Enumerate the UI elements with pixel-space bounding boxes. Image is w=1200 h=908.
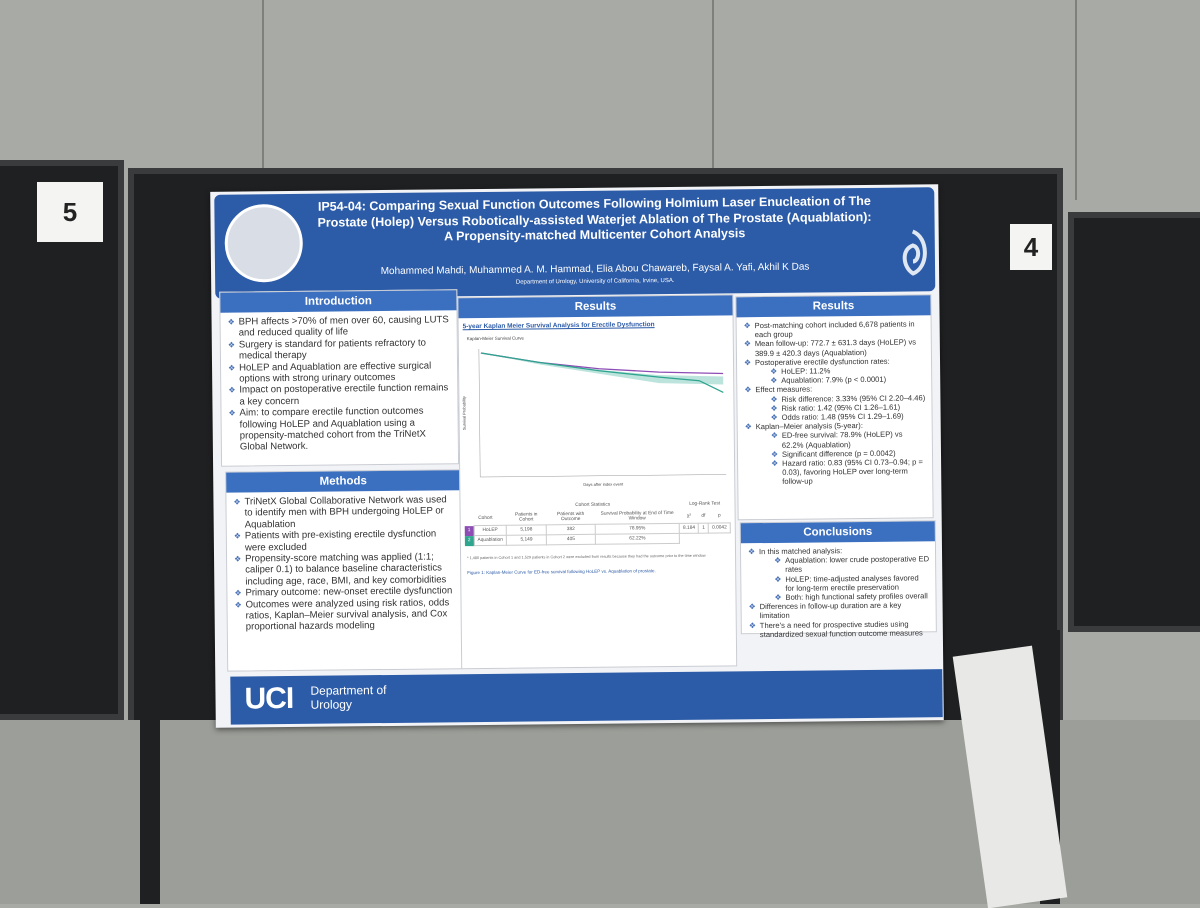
sub-list: Risk difference: 3.33% (95% CI 2.20–4.46… — [755, 393, 925, 422]
bullet: Patients with pre-existing erectile dysf… — [245, 529, 455, 554]
uci-logo: UCI — [244, 681, 294, 716]
column-header: Patients in Cohort — [515, 512, 538, 523]
table-cell: Aquablation — [473, 535, 507, 546]
bullet-text: Differences in follow-up duration are a … — [759, 600, 902, 621]
table-cell: HoLEP — [473, 525, 507, 536]
table-cell: 1 — [698, 523, 709, 534]
figure-caption: Figure 1: Kaplan-Meier Curve for ED-free… — [467, 568, 656, 576]
cohort-table: Cohort Statistics Log-Rank Test Cohort Pati… — [464, 499, 731, 546]
bullet: Post-matching cohort included 6,678 pati… — [755, 319, 925, 339]
board — [1068, 212, 1200, 632]
table-cell: 2 — [464, 535, 475, 546]
poster: IP54-04: Comparing Sexual Function Outco… — [210, 184, 944, 728]
bullet: Differences in follow-up duration are a … — [760, 601, 930, 621]
column-header: df — [701, 513, 706, 519]
bullet: Kaplan–Meier analysis (5-year):ED-free s… — [756, 421, 927, 487]
wall-seam — [262, 0, 264, 200]
bullet: There's a need for prospective studies u… — [760, 619, 930, 639]
column-header: Survival Probability at End of Time Wind… — [600, 510, 674, 522]
bullet: BPH affects >70% of men over 60, causing… — [239, 314, 451, 339]
poster-footer: UCI Department of Urology — [230, 669, 943, 725]
table-row: 2 Aquablation 5,149 405 62.22% — [464, 533, 731, 546]
department: Department of Urology — [310, 683, 387, 712]
university-seal — [224, 203, 304, 283]
section-heading: Introduction — [220, 290, 457, 313]
bullet-text: Mean follow-up: 772.7 ± 631.3 days (HoLE… — [754, 337, 917, 358]
wall-seam — [712, 0, 714, 200]
column-header: Patients with Outcome — [557, 511, 585, 523]
table-cell: 1 — [464, 525, 474, 536]
bullet: Aim: to compare erectile function outcom… — [239, 406, 451, 454]
sub-list: ED-free survival: 78.9% (HoLEP) vs 62.2%… — [756, 430, 927, 487]
board-leg — [140, 720, 160, 904]
bullet-text: Effect measures: — [755, 384, 813, 395]
axis — [480, 474, 727, 478]
shell-icon — [902, 229, 927, 276]
section-heading: Methods — [226, 470, 461, 493]
section-heading: Results — [736, 295, 931, 318]
x-axis-label: Days after index event — [583, 482, 624, 487]
sub-list: HoLEP: 11.2%Aquablation: 7.9% (p < 0.000… — [755, 365, 925, 385]
bullet-list: BPH affects >70% of men over 60, causing… — [220, 310, 457, 453]
survival-curve — [480, 352, 724, 394]
bullet-list: TriNetX Global Collaborative Network was… — [226, 490, 461, 633]
bullet: Propensity-score matching was applied (1… — [245, 551, 455, 588]
figure-panel: Results 5-year Kaplan Meier Survival Ana… — [457, 294, 738, 670]
sub-bullet: Hazard ratio: 0.83 (95% CI 0.73–0.94; p … — [782, 457, 926, 486]
board — [0, 160, 124, 720]
bullet: Postoperative erectile dysfunction rates… — [755, 356, 925, 386]
bullet: In this matched analysis:Aquablation: lo… — [759, 545, 930, 602]
results-panel: Results Post-matching cohort included 6,… — [735, 294, 934, 521]
authors: Mohammed Mahdi, Muhammed A. M. Hammad, E… — [380, 261, 810, 278]
bullet: HoLEP and Aquablation are effective surg… — [239, 360, 451, 385]
sub-bullet: Aquablation: lower crude postoperative E… — [785, 555, 929, 575]
board-number: 4 — [1010, 224, 1052, 270]
wall-seam — [1075, 0, 1077, 200]
section-heading: Conclusions — [740, 521, 935, 544]
table-cell: 405 — [546, 534, 596, 545]
column-header: p — [717, 512, 721, 519]
axis — [478, 349, 481, 478]
bullet: Mean follow-up: 772.7 ± 631.3 days (HoLE… — [755, 338, 925, 358]
y-axis-label: Survival Probability — [461, 396, 466, 430]
km-plot: Survival Probability Days after index ev… — [461, 349, 727, 487]
poster-header: IP54-04: Comparing Sexual Function Outco… — [214, 187, 936, 299]
bullet: Surgery is standard for patients refract… — [239, 337, 451, 362]
bullet-text: There's a need for prospective studies u… — [759, 619, 923, 639]
spacer — [464, 502, 506, 511]
column-header: χ² — [686, 513, 691, 519]
sub-bullet: HoLEP: time-adjusted analyses favored fo… — [785, 573, 929, 593]
board-number: 5 — [37, 182, 103, 242]
confidence-band — [480, 353, 724, 385]
sub-list: Aquablation: lower crude postoperative E… — [759, 555, 929, 603]
table-cell: 5,198 — [506, 524, 547, 536]
bullet: Impact on postoperative erectile functio… — [239, 383, 451, 408]
bullet: Outcomes were analyzed using risk ratios… — [245, 597, 455, 633]
affiliation: Department of Urology, University of Cal… — [515, 277, 675, 286]
poster-title: IP54-04: Comparing Sexual Function Outco… — [317, 193, 872, 244]
bullet: TriNetX Global Collaborative Network was… — [244, 494, 454, 530]
bullet: Effect measures:Risk difference: 3.33% (… — [755, 384, 925, 423]
bullet-list: Post-matching cohort included 6,678 pati… — [737, 315, 933, 487]
conclusions-panel: Conclusions In this matched analysis:Aqu… — [739, 520, 937, 639]
table-cell: 5,149 — [506, 534, 547, 546]
table-cell: 62.22% — [595, 533, 680, 545]
introduction-panel: Introduction BPH affects >70% of men ove… — [219, 289, 460, 467]
methods-panel: Methods TriNetX Global Collaborative Net… — [225, 469, 464, 672]
column-header: Cohort — [478, 515, 493, 521]
table-cell: 8.184 — [679, 523, 699, 534]
table-cell: 382 — [546, 524, 596, 535]
sub-bullet: ED-free survival: 78.9% (HoLEP) vs 62.2%… — [782, 430, 926, 450]
table-cell: 0.0042 — [708, 522, 731, 534]
bullet-list: In this matched analysis:Aquablation: lo… — [741, 541, 936, 639]
bullet-text: Post-matching cohort included 6,678 pati… — [754, 319, 915, 340]
